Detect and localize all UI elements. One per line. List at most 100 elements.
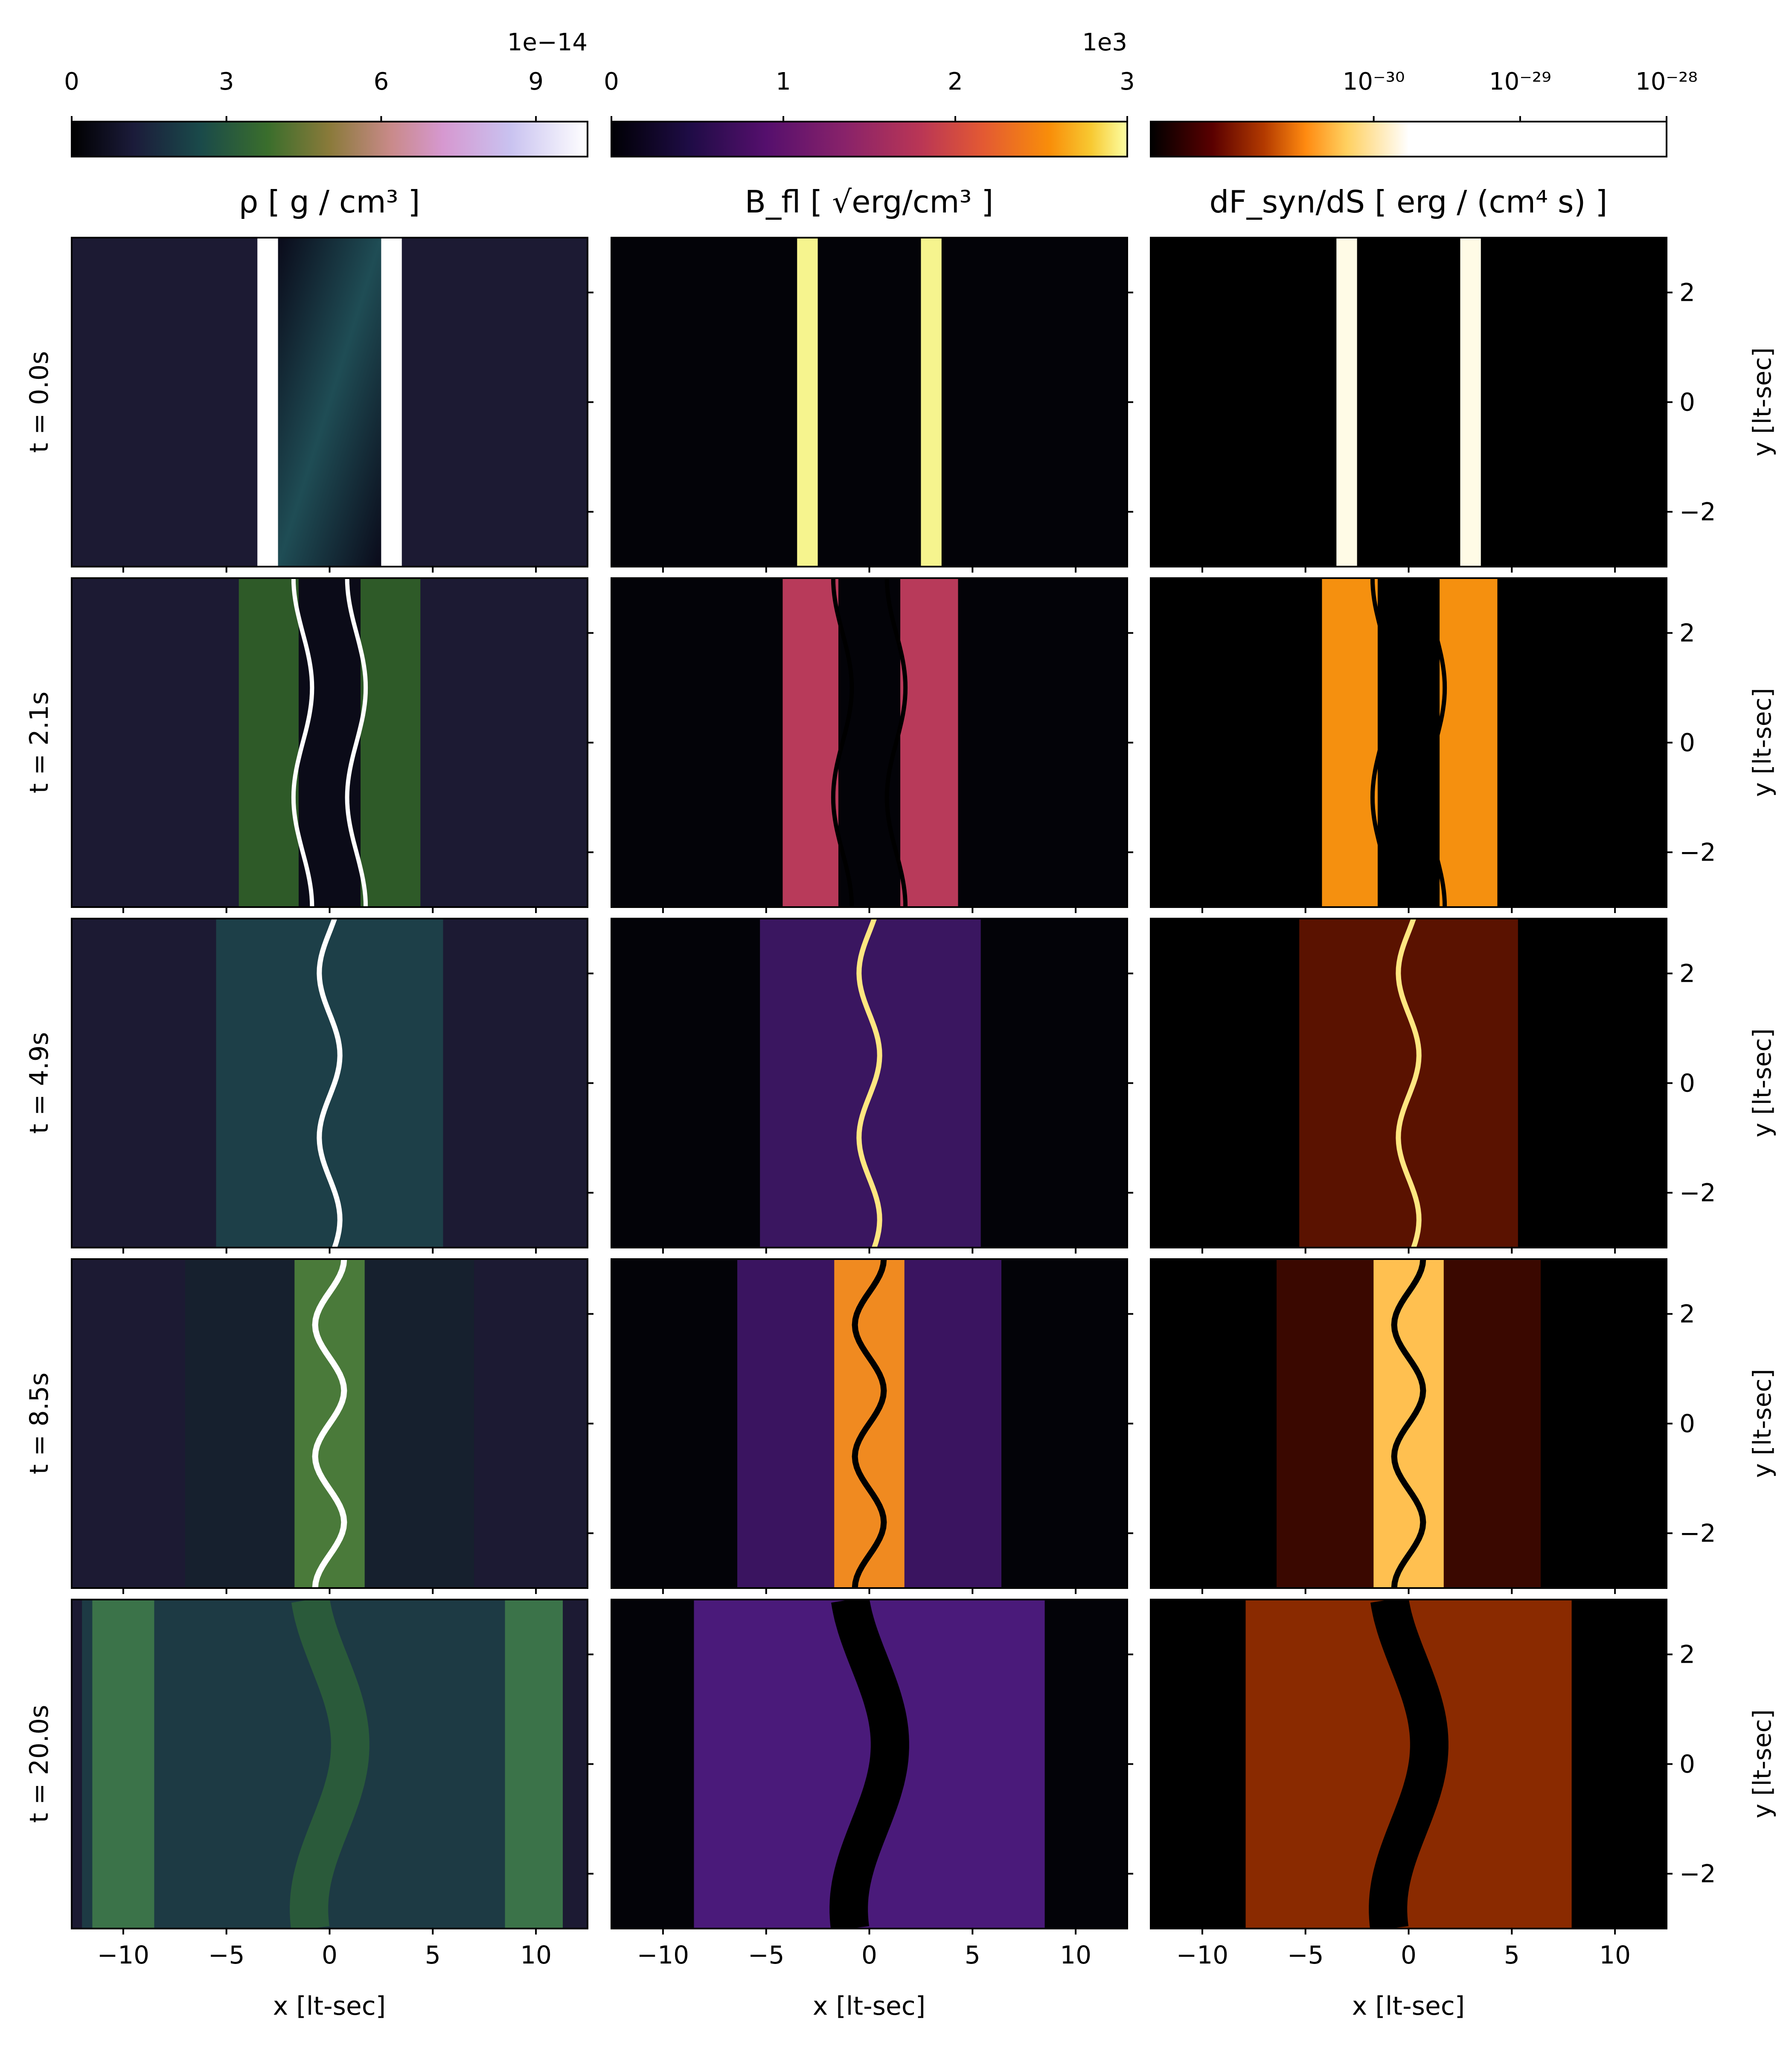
panel-background <box>1151 238 1667 567</box>
panel-background <box>611 238 1127 567</box>
field-band <box>216 919 443 1248</box>
field-band <box>797 238 818 567</box>
mixing-layer <box>290 1600 369 1929</box>
y-tick-label: 0 <box>1679 1750 1695 1779</box>
colorbar-bfl: 1e3 0 1 2 3 <box>604 29 1135 157</box>
x-tick-label: −10 <box>97 1940 149 1969</box>
mixing-layer <box>829 1600 909 1929</box>
field-band <box>900 578 958 907</box>
column-title-rho: ρ [ g / cm³ ] <box>239 184 420 220</box>
x-tick-label: 10 <box>1599 1940 1631 1969</box>
y-tick-label: 2 <box>1679 278 1695 307</box>
interface-curve <box>1396 919 1422 1248</box>
field-band <box>1322 578 1378 907</box>
interface-curve <box>831 578 854 907</box>
panel-bfl-row-3 <box>611 1258 1133 1594</box>
panel-rho-row-2 <box>71 918 593 1254</box>
colorbar-dfsyn: 10⁻³⁰ 10⁻²⁹ 10⁻²⁸ <box>1150 68 1698 157</box>
x-tick-label: 5 <box>425 1940 441 1969</box>
field-band <box>257 238 278 567</box>
colorbar-dfsyn-ticks: 10⁻³⁰ 10⁻²⁹ 10⁻²⁸ <box>1343 68 1698 122</box>
row-label-0: t = 0.0s <box>24 351 54 453</box>
panel-rho-row-0 <box>71 237 593 573</box>
field-band <box>278 238 381 567</box>
y-tick-label: −2 <box>1679 1519 1716 1548</box>
panel-rho-row-4: −10 −5 0 5 10 <box>71 1599 593 1969</box>
panel-content <box>1151 1259 1667 1588</box>
column-title-bfl: B_fl [ √erg/cm³ ] <box>745 184 994 220</box>
colorbar-bfl-ticks: 0 1 2 3 <box>604 68 1135 122</box>
panel-content <box>1151 238 1667 567</box>
y-tick-label: 2 <box>1679 1640 1695 1669</box>
x-tick-label: −5 <box>208 1940 245 1969</box>
panel-background <box>611 578 1127 907</box>
colorbar-tick-label: 3 <box>1120 68 1135 96</box>
x-axis-label-rho: x [lt-sec] <box>273 1991 386 2021</box>
interface-curve <box>312 1259 347 1588</box>
interface-curve <box>852 1259 887 1588</box>
y-tick-label: 0 <box>1679 728 1695 757</box>
panel-content <box>1151 1600 1667 1929</box>
x-axis-label-dfsyn: x [lt-sec] <box>1352 1991 1465 2021</box>
row-label-4: t = 20.0s <box>24 1705 54 1823</box>
field-band <box>760 919 981 1248</box>
colorbar-tick-label: 2 <box>948 68 963 96</box>
panel-content <box>72 1259 588 1588</box>
row-label-3: t = 8.5s <box>24 1373 54 1475</box>
colorbar-tick-label: 0 <box>64 68 79 96</box>
colorbar-bfl-gradient <box>611 121 1128 157</box>
colorbar-rho-gradient <box>71 121 588 157</box>
panel-dfsyn-row-1: 2 0 −2 <box>1150 577 1716 913</box>
y-tick-label: −2 <box>1679 838 1716 867</box>
x-tick-label: −5 <box>748 1940 785 1969</box>
interface-curve <box>856 919 882 1248</box>
x-tick-label: 0 <box>322 1940 337 1969</box>
field-band <box>505 1600 563 1929</box>
row-label-2: t = 4.9s <box>24 1032 54 1134</box>
field-band <box>1299 919 1518 1248</box>
colorbar-tick-label: 1 <box>776 68 791 96</box>
colorbar-tick-label: 10⁻³⁰ <box>1343 68 1405 96</box>
field-band <box>92 1600 154 1929</box>
x-tick-label: 10 <box>520 1940 552 1969</box>
y-tick-label: 2 <box>1679 619 1695 648</box>
panel-grid: 2 0 −2 2 0 −2 2 0 −2 2 0 −2 −10 −5 0 5 10 −10 −5 0 5 10 2 0 −2 −1… <box>71 237 1716 1969</box>
colorbar-tick-label: 6 <box>374 68 389 96</box>
panel-content <box>72 919 588 1248</box>
field-band <box>381 238 402 567</box>
colorbar-rho-multiplier: 1e−14 <box>507 29 588 56</box>
x-tick-label: 0 <box>1401 1940 1417 1969</box>
y-tick-label: −2 <box>1679 1859 1716 1888</box>
panel-bfl-row-0 <box>611 237 1133 573</box>
colorbar-tick-label: 9 <box>528 68 544 96</box>
panel-bfl-row-4: −10 −5 0 5 10 <box>611 1599 1133 1969</box>
y-axis-label-4: y [lt-sec] <box>1748 1709 1777 1818</box>
panel-content <box>611 578 1127 907</box>
y-tick-label: 0 <box>1679 1409 1695 1438</box>
y-tick-label: 0 <box>1679 1069 1695 1098</box>
x-tick-label: −10 <box>1176 1940 1228 1969</box>
mixing-layer <box>1369 1600 1449 1929</box>
field-band <box>1336 238 1357 567</box>
y-axis-label-1: y [lt-sec] <box>1748 688 1777 797</box>
field-band <box>1440 578 1498 907</box>
interface-curve <box>1370 578 1393 907</box>
interface-curve <box>291 578 314 907</box>
colorbar-rho-ticks: 0 3 6 9 <box>64 68 544 122</box>
y-tick-label: 2 <box>1679 1300 1695 1329</box>
colorbar-tick-label: 3 <box>219 68 234 96</box>
x-tick-label: 10 <box>1060 1940 1091 1969</box>
field-band <box>1460 238 1481 567</box>
panel-content <box>611 1600 1127 1929</box>
y-tick-label: −2 <box>1679 497 1716 527</box>
panel-content <box>72 1600 588 1929</box>
y-tick-label: −2 <box>1679 1178 1716 1207</box>
panel-rho-row-3 <box>71 1258 593 1594</box>
colorbar-dfsyn-gradient <box>1150 121 1667 157</box>
colorbar-rho: 1e−14 0 3 6 9 <box>64 29 588 157</box>
panel-content <box>611 919 1127 1248</box>
panel-content <box>1151 919 1667 1248</box>
panel-content <box>611 238 1127 567</box>
panel-dfsyn-row-2: 2 0 −2 <box>1150 918 1716 1254</box>
